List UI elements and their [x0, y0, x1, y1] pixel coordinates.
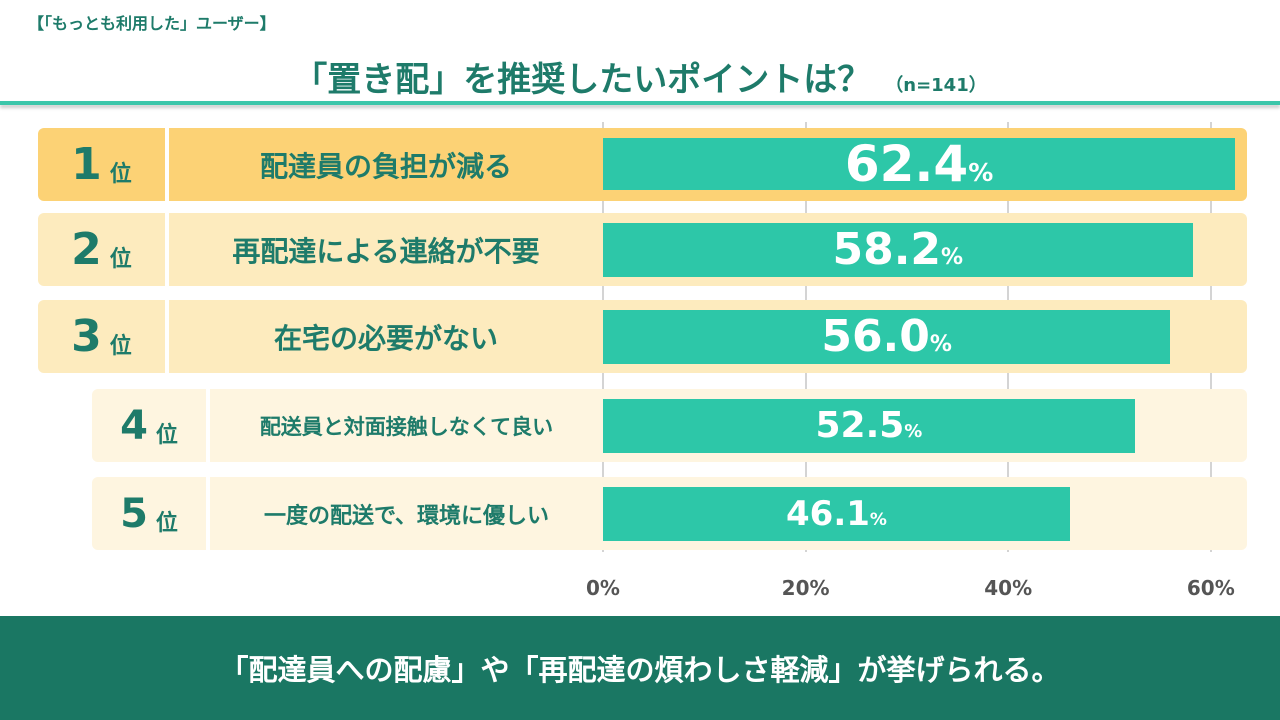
bar: 46.1%: [603, 486, 1070, 541]
rank-suffix: 位: [155, 510, 178, 536]
value-unit: %: [904, 421, 923, 442]
sample-size: （n=141）: [885, 75, 987, 96]
x-tick-label: 60%: [1186, 576, 1235, 600]
bar: 52.5%: [603, 398, 1135, 453]
value-number: 56.0: [821, 311, 930, 362]
rank-number: 1: [71, 139, 102, 190]
value-unit: %: [929, 332, 952, 357]
rank-suffix: 位: [109, 246, 132, 272]
x-tick-label: 20%: [781, 576, 830, 600]
bar: 58.2%: [603, 222, 1193, 277]
subtitle: 【「もっとも利用した」ユーザー】: [28, 14, 276, 33]
value-number: 58.2: [832, 224, 942, 275]
bar: 56.0%: [603, 309, 1171, 364]
rank-number: 4: [120, 402, 148, 449]
value-number: 52.5: [815, 405, 905, 446]
title-underline: [0, 101, 1280, 105]
title-text: 「置き配」を推奨したいポイントは？: [293, 60, 872, 100]
footer-summary: 「配達員への配慮」や「再配達の煩わしさ軽減」が挙げられる。: [0, 616, 1280, 720]
rank-suffix: 位: [155, 422, 178, 448]
rank-number: 5: [120, 490, 148, 537]
value-number: 46.1: [786, 493, 870, 534]
value-unit: %: [941, 245, 964, 270]
rank-suffix: 位: [109, 161, 132, 187]
x-tick-label: 0%: [586, 576, 620, 600]
bar-value-label: 62.4%: [845, 135, 993, 193]
page-title: 「置き配」を推奨したいポイントは？ （n=141）: [0, 52, 1280, 101]
x-tick-label: 40%: [984, 576, 1033, 600]
bar-value-label: 58.2%: [832, 224, 963, 275]
category-label: 在宅の必要がない: [273, 321, 498, 355]
value-number: 62.4: [844, 134, 969, 193]
category-label: 配達員の負担が減る: [259, 149, 512, 183]
category-label: 再配達による連絡が不要: [232, 234, 540, 268]
category-label: 一度の配送で、環境に優しい: [263, 503, 550, 529]
bar-value-label: 52.5%: [815, 405, 922, 446]
bar: 62.4%: [603, 135, 1236, 193]
bar-value-label: 56.0%: [821, 311, 952, 362]
value-unit: %: [968, 157, 994, 187]
value-unit: %: [869, 509, 887, 530]
bar-value-label: 46.1%: [786, 494, 887, 534]
category-label: 配送員と対面接触しなくて良い: [259, 414, 554, 439]
rank-number: 2: [71, 224, 102, 275]
rank-number: 3: [71, 311, 102, 362]
rank-suffix: 位: [109, 333, 132, 359]
